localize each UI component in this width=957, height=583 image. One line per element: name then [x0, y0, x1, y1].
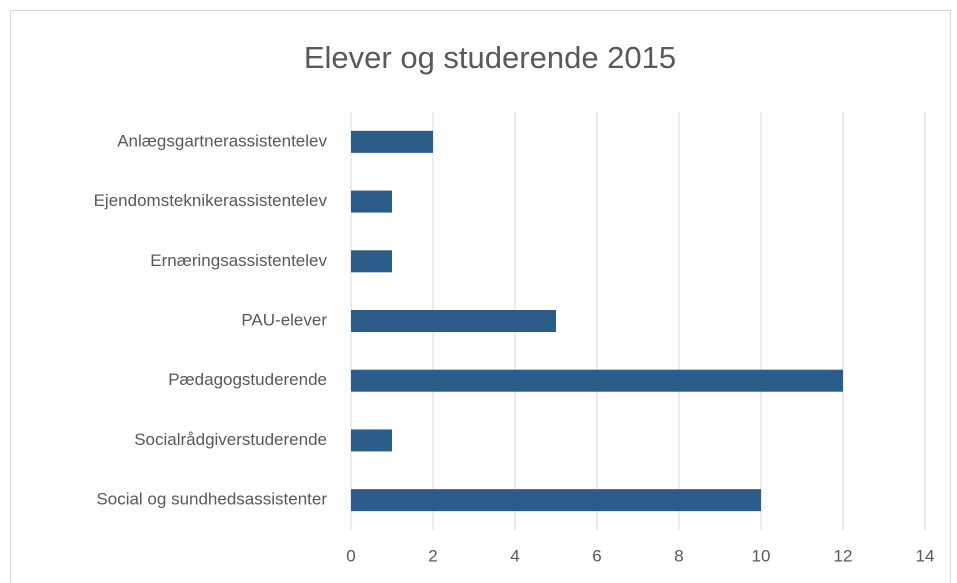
- y-tick-label: Social og sundhedsassistenter: [96, 490, 327, 509]
- x-tick-label: 2: [428, 546, 437, 565]
- bar: [351, 130, 433, 153]
- bar: [351, 489, 761, 512]
- x-tick-label: 0: [346, 546, 355, 565]
- chart-title: Elever og studerende 2015: [304, 40, 676, 75]
- y-tick-label: PAU-elever: [241, 310, 327, 329]
- x-tick-label: 10: [752, 546, 771, 565]
- bar: [351, 190, 392, 213]
- x-tick-label: 14: [916, 546, 935, 565]
- x-tick-label: 6: [592, 546, 601, 565]
- y-tick-label: Socialrådgiverstuderende: [134, 430, 327, 449]
- bar: [351, 369, 843, 392]
- y-tick-label: Ernæringsassistentelev: [150, 251, 327, 270]
- x-tick-label: 12: [834, 546, 853, 565]
- y-tick-label: Ejendomsteknikerassistentelev: [94, 191, 328, 210]
- bar: [351, 429, 392, 452]
- x-tick-label: 4: [510, 546, 519, 565]
- bar: [351, 310, 556, 332]
- chart-border: [10, 10, 951, 583]
- y-tick-label: Anlægsgartnerassistentelev: [117, 131, 327, 150]
- bar: [351, 250, 392, 273]
- y-tick-label: Pædagogstuderende: [168, 370, 327, 389]
- x-tick-label: 8: [674, 546, 683, 565]
